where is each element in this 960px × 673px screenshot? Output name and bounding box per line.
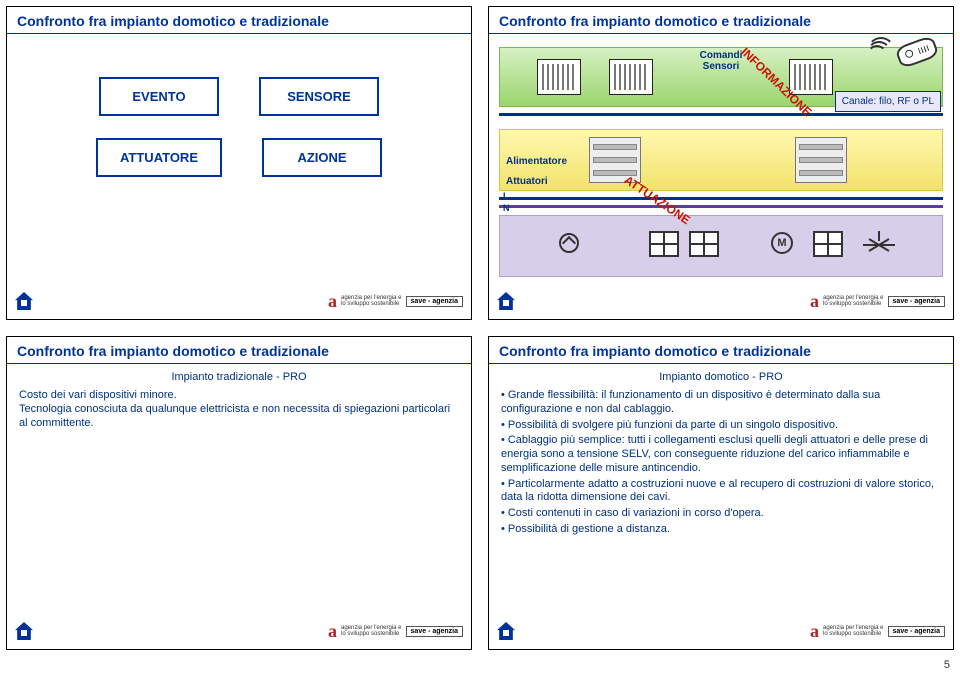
bullet-item: Particolarmente adatto a costruzioni nuo… — [501, 478, 941, 506]
block-azione: AZIONE — [262, 138, 382, 177]
slide-footer: a agenzia per l'energia e lo sviluppo so… — [7, 289, 471, 313]
bus-yellow1 — [499, 197, 943, 200]
agency-line2: lo sviluppo sostenibile — [823, 631, 884, 637]
slide-title: Confronto fra impianto domotico e tradiz… — [489, 7, 953, 34]
agency-line2: lo sviluppo sostenibile — [823, 301, 884, 307]
agency-line2: lo sviluppo sostenibile — [341, 301, 402, 307]
load-motor-icon: M — [771, 232, 793, 254]
slide-footer: a agenzia per l'energia e lo sviluppo so… — [489, 619, 953, 643]
slide-title: Confronto fra impianto domotico e tradiz… — [7, 337, 471, 364]
slide-4: Confronto fra impianto domotico e tradiz… — [488, 336, 954, 650]
agency-a-icon: a — [810, 291, 819, 312]
band-actuators: Alimentatore Attuatori — [499, 129, 943, 191]
slide-2: Confronto fra impianto domotico e tradiz… — [488, 6, 954, 320]
agency-line2: lo sviluppo sostenibile — [341, 631, 402, 637]
label-sensori: Sensori — [700, 61, 743, 72]
agency-a-icon: a — [328, 291, 337, 312]
agency-a-icon: a — [810, 621, 819, 642]
save-logo: save - agenzia — [406, 296, 463, 307]
paragraph-1: Costo dei vari dispositivi minore. — [19, 389, 459, 403]
bus-yellow2 — [499, 205, 943, 208]
domotics-diagram: Comandi Sensori Alimentatore Attuatori — [499, 37, 943, 279]
load-window3-icon — [813, 231, 843, 257]
save-logo: save - agenzia — [406, 626, 463, 637]
slide-body: Impianto domotico - PRO Grande flessibil… — [501, 367, 941, 613]
block-attuatore: ATTUATORE — [96, 138, 222, 177]
device-command-1 — [537, 59, 581, 95]
agency-a-icon: a — [328, 621, 337, 642]
save-logo: save - agenzia — [888, 626, 945, 637]
block-sensore: SENSORE — [259, 77, 379, 116]
bullet-item: Costi contenuti in caso di variazioni in… — [501, 507, 941, 521]
slide-body: Impianto tradizionale - PRO Costo dei va… — [19, 367, 459, 613]
bullet-item: Possibilità di svolgere più funzioni da … — [501, 419, 941, 433]
save-logo: save - agenzia — [888, 296, 945, 307]
house-icon — [497, 292, 515, 310]
device-command-3 — [789, 59, 833, 95]
label-attuatori: Attuatori — [506, 176, 548, 187]
load-window1-icon — [649, 231, 679, 257]
label-L: L — [503, 191, 509, 201]
channel-label: Canale: filo, RF o PL — [835, 91, 941, 112]
load-lamp-icon — [559, 233, 579, 253]
house-icon — [15, 622, 33, 640]
flow-diagram: EVENTO SENSORE ATTUATORE AZIONE — [7, 77, 471, 177]
bus-green — [499, 113, 943, 116]
slide-1: Confronto fra impianto domotico e tradiz… — [6, 6, 472, 320]
bullet-list: Grande flessibilità: il funzionamento di… — [501, 389, 941, 537]
slide-title: Confronto fra impianto domotico e tradiz… — [489, 337, 953, 364]
house-icon — [15, 292, 33, 310]
label-N: N — [503, 203, 510, 213]
load-fan-icon — [859, 229, 899, 259]
motor-letter: M — [777, 237, 786, 249]
label-comandi: Comandi — [700, 50, 743, 61]
subhead: Impianto domotico - PRO — [501, 371, 941, 383]
slide-3: Confronto fra impianto domotico e tradiz… — [6, 336, 472, 650]
bullet-item: Grande flessibilità: il funzionamento di… — [501, 389, 941, 417]
house-icon — [497, 622, 515, 640]
load-window2-icon — [689, 231, 719, 257]
rf-signal-icon — [867, 35, 897, 65]
subhead: Impianto tradizionale - PRO — [19, 371, 459, 383]
paragraph-2: Tecnologia conosciuta da qualunque elett… — [19, 403, 459, 431]
slide-footer: a agenzia per l'energia e lo sviluppo so… — [7, 619, 471, 643]
bullet-item: Possibilità di gestione a distanza. — [501, 523, 941, 537]
actuator-icon — [795, 137, 847, 183]
block-evento: EVENTO — [99, 77, 219, 116]
page-number: 5 — [944, 659, 950, 671]
label-alimentatore: Alimentatore — [506, 156, 567, 167]
slide-title: Confronto fra impianto domotico e tradiz… — [7, 7, 471, 34]
slide-footer: a agenzia per l'energia e lo sviluppo so… — [489, 289, 953, 313]
device-command-2 — [609, 59, 653, 95]
bullet-item: Cablaggio più semplice: tutti i collegam… — [501, 434, 941, 475]
